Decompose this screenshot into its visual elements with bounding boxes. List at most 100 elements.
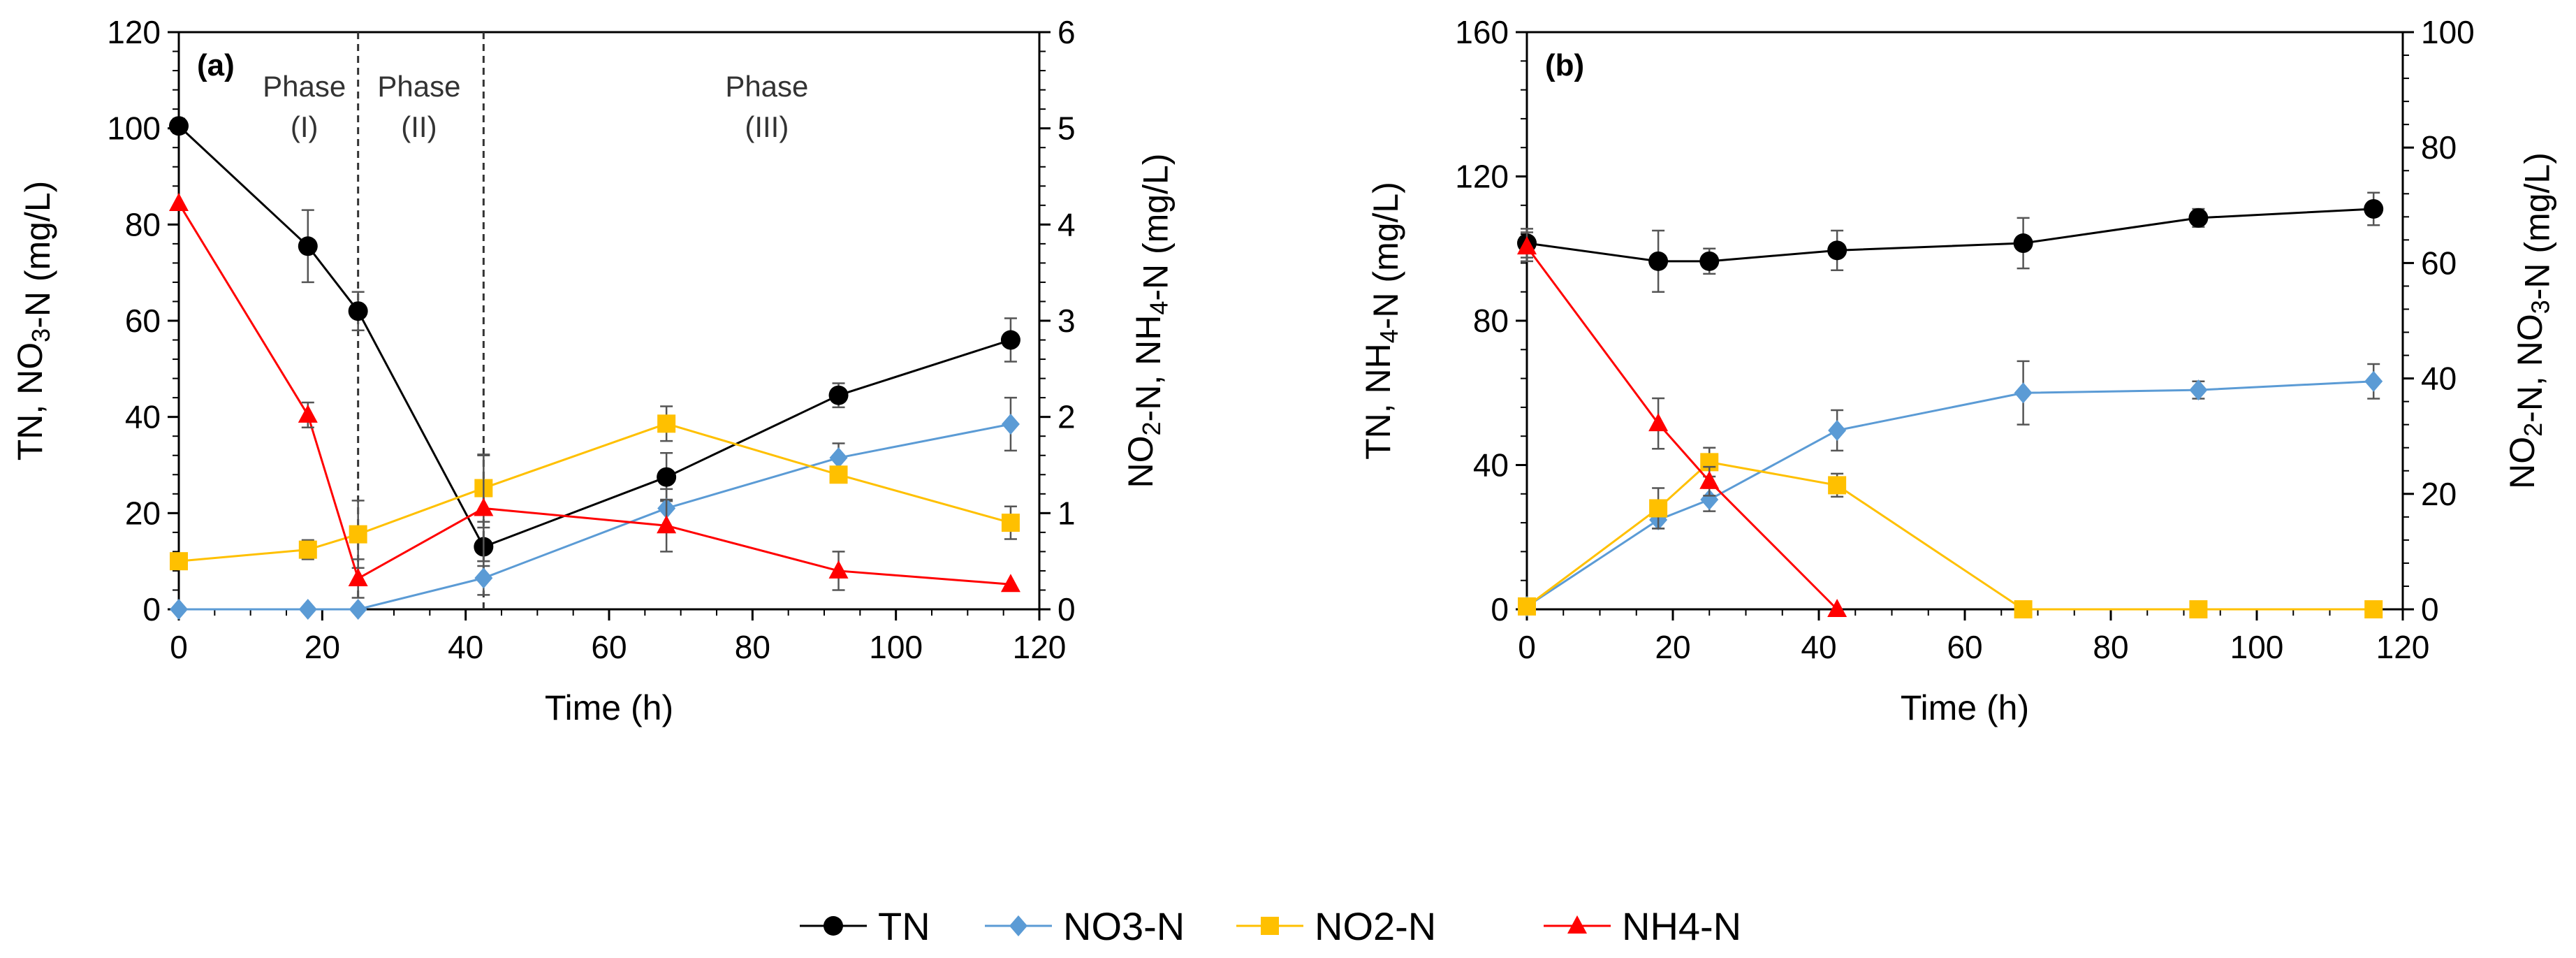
- series-nh4-n: [169, 193, 1020, 599]
- y-right-tick-label: 80: [2421, 129, 2457, 166]
- y-left-tick-label: 160: [1455, 14, 1509, 50]
- series-no2-n: [170, 405, 1020, 571]
- x-axis-title: Time (h): [1901, 688, 2029, 727]
- legend-marker-tn: [824, 916, 843, 936]
- point-nh4-n: [1517, 236, 1537, 255]
- y-right-tick-label: 1: [1058, 495, 1076, 531]
- x-tick-label: 0: [170, 629, 188, 665]
- x-tick-label: 40: [448, 629, 483, 665]
- point-nh4-n: [298, 404, 318, 423]
- point-tn: [828, 385, 849, 405]
- y-left-tick-label: 40: [125, 399, 161, 435]
- legend-marker-no3-n: [1009, 915, 1027, 936]
- x-tick-label: 60: [591, 629, 627, 665]
- panel-a-chart: 0 20 40 60 80 100 1200204060801001200123456Tim…: [10, 14, 1176, 727]
- y-right-tick-label: 4: [1058, 206, 1076, 242]
- x-tick-label: 80: [735, 629, 770, 665]
- x-tick-label: 100: [869, 629, 923, 665]
- y-left-tick-label: 120: [1455, 159, 1509, 195]
- point-nh4-n: [828, 560, 849, 579]
- y-left-tick-label: 40: [1473, 447, 1509, 484]
- x-tick-label: 120: [2376, 629, 2430, 665]
- y-right-tick-label: 100: [2421, 14, 2475, 50]
- point-no2-n: [2189, 600, 2208, 618]
- phase-label: Phase: [725, 70, 808, 103]
- series-line-tn: [177, 125, 1011, 549]
- point-tn: [1648, 251, 1669, 271]
- series-line-no2-n: [1526, 460, 2374, 611]
- point-tn: [2013, 233, 2033, 254]
- point-no3-n: [1001, 413, 1020, 435]
- legend-marker-nh4-n: [1567, 915, 1587, 934]
- y-left-tick-label: 0: [142, 591, 161, 627]
- point-no3-n: [829, 447, 848, 469]
- x-tick-label: 80: [2093, 629, 2128, 665]
- y-right-tick-label: 0: [2421, 591, 2439, 627]
- series-tn: [169, 116, 1020, 567]
- series-nh4-n: [1517, 231, 1847, 617]
- x-tick-label: 120: [1013, 629, 1067, 665]
- point-no2-n: [1518, 597, 1536, 616]
- phase-label-number: (I): [291, 110, 319, 143]
- point-no2-n: [1649, 499, 1668, 518]
- series-line-no3-n: [179, 423, 1011, 611]
- y-right-tick-label: 40: [2421, 361, 2457, 397]
- point-nh4-n: [1699, 470, 1720, 489]
- x-tick-label: 40: [1801, 629, 1836, 665]
- y-left-axis-title: TN, NH4-N (mg/L): [1359, 182, 1405, 460]
- x-tick-label: 0: [1518, 629, 1536, 665]
- y-left-tick-label: 100: [107, 110, 161, 147]
- legend-label: NO3-N: [1063, 904, 1185, 948]
- point-no3-n: [2014, 382, 2033, 404]
- point-no3-n: [2364, 370, 2383, 392]
- point-no2-n: [170, 552, 188, 571]
- panel-b-chart: 0 20 40 60 80 100 12004080120160020406080100Ti…: [1359, 14, 2557, 727]
- point-no2-n: [2014, 600, 2033, 618]
- point-tn: [298, 236, 318, 256]
- point-no2-n: [657, 414, 676, 433]
- y-left-tick-label: 120: [107, 14, 161, 50]
- point-no2-n: [349, 525, 367, 544]
- point-nh4-n: [657, 515, 677, 534]
- point-no3-n: [298, 599, 317, 620]
- y-right-tick-label: 0: [1058, 591, 1076, 627]
- y-right-tick-label: 60: [2421, 245, 2457, 281]
- point-tn: [2364, 198, 2384, 219]
- point-no2-n: [1001, 514, 1020, 532]
- point-tn: [657, 467, 677, 487]
- phase-label-number: (III): [745, 110, 789, 143]
- point-nh4-n: [348, 567, 368, 586]
- y-left-axis-title: TN, NO3-N (mg/L): [10, 181, 57, 461]
- point-no2-n: [2364, 600, 2383, 618]
- series-no2-n: [1518, 447, 2383, 618]
- legend-label: NO2-N: [1315, 904, 1436, 948]
- point-nh4-n: [474, 498, 494, 516]
- legend-label: TN: [878, 904, 930, 948]
- legend-item-no3-n: NO3-N: [985, 904, 1185, 948]
- series-no3-n: [1518, 360, 2383, 617]
- legend: TN NO3-N NO2-N NH4-N: [800, 904, 1741, 948]
- panel-label: (b): [1545, 48, 1584, 82]
- y-right-tick-label: 3: [1058, 303, 1076, 339]
- point-tn: [1000, 330, 1020, 350]
- legend-item-nh4-n: NH4-N: [1544, 904, 1741, 948]
- point-nh4-n: [1827, 599, 1847, 617]
- x-tick-label: 100: [2230, 629, 2284, 665]
- y-right-axis-title: NO2-N, NO3-N (mg/L): [2503, 152, 2557, 489]
- point-no3-n: [1700, 489, 1719, 511]
- series-line-nh4-n: [177, 203, 1011, 586]
- point-no2-n: [829, 465, 848, 484]
- x-axis-title: Time (h): [545, 688, 673, 727]
- phase-label-number: (II): [401, 110, 437, 143]
- y-left-tick-label: 80: [1473, 303, 1509, 339]
- series-tn: [1517, 191, 2384, 293]
- y-right-tick-label: 20: [2421, 476, 2457, 512]
- point-tn: [1699, 251, 1720, 271]
- legend-marker-no2-n: [1261, 917, 1279, 935]
- y-right-tick-label: 5: [1058, 110, 1076, 147]
- series-line-nh4-n: [1525, 246, 1838, 611]
- y-left-tick-label: 20: [125, 495, 161, 531]
- y-right-tick-label: 2: [1058, 399, 1076, 435]
- point-no3-n: [2189, 379, 2208, 401]
